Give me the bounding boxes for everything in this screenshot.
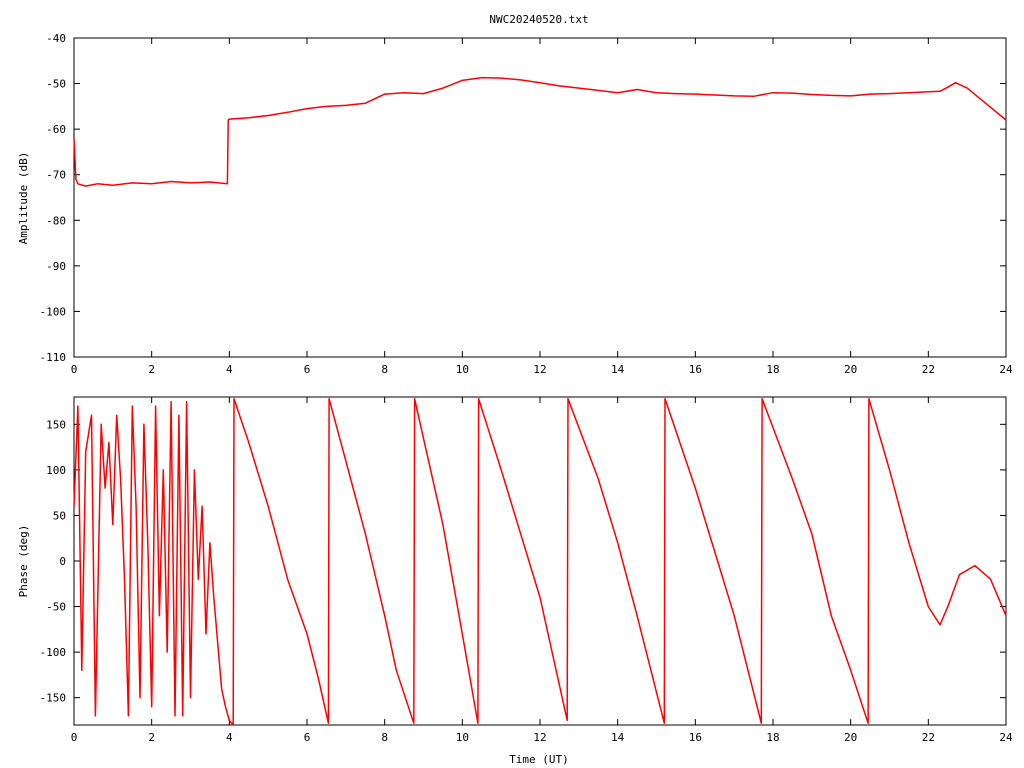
amplitude-xtick-label: 20 bbox=[844, 363, 857, 376]
phase-xtick-label: 24 bbox=[999, 731, 1013, 744]
amplitude-xtick-label: 22 bbox=[922, 363, 935, 376]
phase-xtick-label: 10 bbox=[456, 731, 469, 744]
phase-xtick-label: 4 bbox=[226, 731, 233, 744]
amplitude-ytick-label: -70 bbox=[46, 169, 66, 182]
amplitude-xtick-label: 2 bbox=[148, 363, 155, 376]
amplitude-ytick-label: -60 bbox=[46, 123, 66, 136]
phase-xlabel: Time (UT) bbox=[509, 753, 569, 766]
phase-ytick-label: 50 bbox=[53, 509, 66, 522]
amplitude-xtick-label: 8 bbox=[381, 363, 388, 376]
phase-xtick-label: 18 bbox=[766, 731, 779, 744]
amplitude-ytick-label: -110 bbox=[40, 351, 67, 364]
phase-xtick-label: 6 bbox=[304, 731, 311, 744]
amplitude-ytick-label: -100 bbox=[40, 305, 67, 318]
phase-xtick-label: 14 bbox=[611, 731, 625, 744]
amplitude-ytick-label: -40 bbox=[46, 32, 66, 45]
amplitude-ylabel: Amplitude (dB) bbox=[17, 152, 30, 245]
amplitude-plot-frame bbox=[73, 37, 1007, 358]
phase-series-line bbox=[73, 398, 1007, 726]
phase-ytick-label: -150 bbox=[40, 692, 67, 705]
phase-xtick-label: 2 bbox=[148, 731, 155, 744]
chart-title: NWC20240520.txt bbox=[489, 13, 588, 26]
amplitude-xtick-label: 12 bbox=[533, 363, 546, 376]
phase-ytick-label: -100 bbox=[40, 646, 67, 659]
phase-xtick-label: 20 bbox=[844, 731, 857, 744]
amplitude-xtick-label: 10 bbox=[456, 363, 469, 376]
phase-xtick-label: 0 bbox=[71, 731, 78, 744]
amplitude-ticks: 0 2 4 6 8 10 12 14 16 18 20 22 24-40-50-60-70-80-90-… bbox=[40, 32, 1013, 376]
amplitude-series-line bbox=[73, 76, 1007, 187]
amplitude-xtick-label: 14 bbox=[611, 363, 625, 376]
amplitude-xtick-label: 18 bbox=[766, 363, 779, 376]
amplitude-panel: 0 2 4 6 8 10 12 14 16 18 20 22 24-40-50-60-70-80-90-… bbox=[17, 32, 1013, 376]
phase-ytick-label: -50 bbox=[46, 601, 66, 614]
amplitude-ytick-label: -80 bbox=[46, 214, 66, 227]
amplitude-ytick-label: -90 bbox=[46, 260, 66, 273]
phase-ylabel: Phase (deg) bbox=[17, 525, 30, 598]
amplitude-xtick-label: 16 bbox=[689, 363, 702, 376]
amplitude-xtick-label: 6 bbox=[304, 363, 311, 376]
phase-xtick-label: 16 bbox=[689, 731, 702, 744]
phase-xtick-label: 12 bbox=[533, 731, 546, 744]
phase-ytick-label: 150 bbox=[46, 418, 66, 431]
amplitude-xtick-label: 4 bbox=[226, 363, 233, 376]
phase-ytick-label: 0 bbox=[59, 555, 66, 568]
phase-plot-frame bbox=[73, 396, 1007, 726]
phase-ytick-label: 100 bbox=[46, 464, 66, 477]
amplitude-xtick-label: 0 bbox=[71, 363, 78, 376]
phase-xtick-label: 8 bbox=[381, 731, 388, 744]
amplitude-ytick-label: -50 bbox=[46, 78, 66, 91]
phase-panel: 0 2 4 6 8 10 12 14 16 18 20 22 24150100500-50-100-15… bbox=[17, 396, 1013, 766]
amplitude-xtick-label: 24 bbox=[999, 363, 1013, 376]
phase-xtick-label: 22 bbox=[922, 731, 935, 744]
phase-ticks: 0 2 4 6 8 10 12 14 16 18 20 22 24150100500-50-100-15… bbox=[40, 397, 1013, 744]
